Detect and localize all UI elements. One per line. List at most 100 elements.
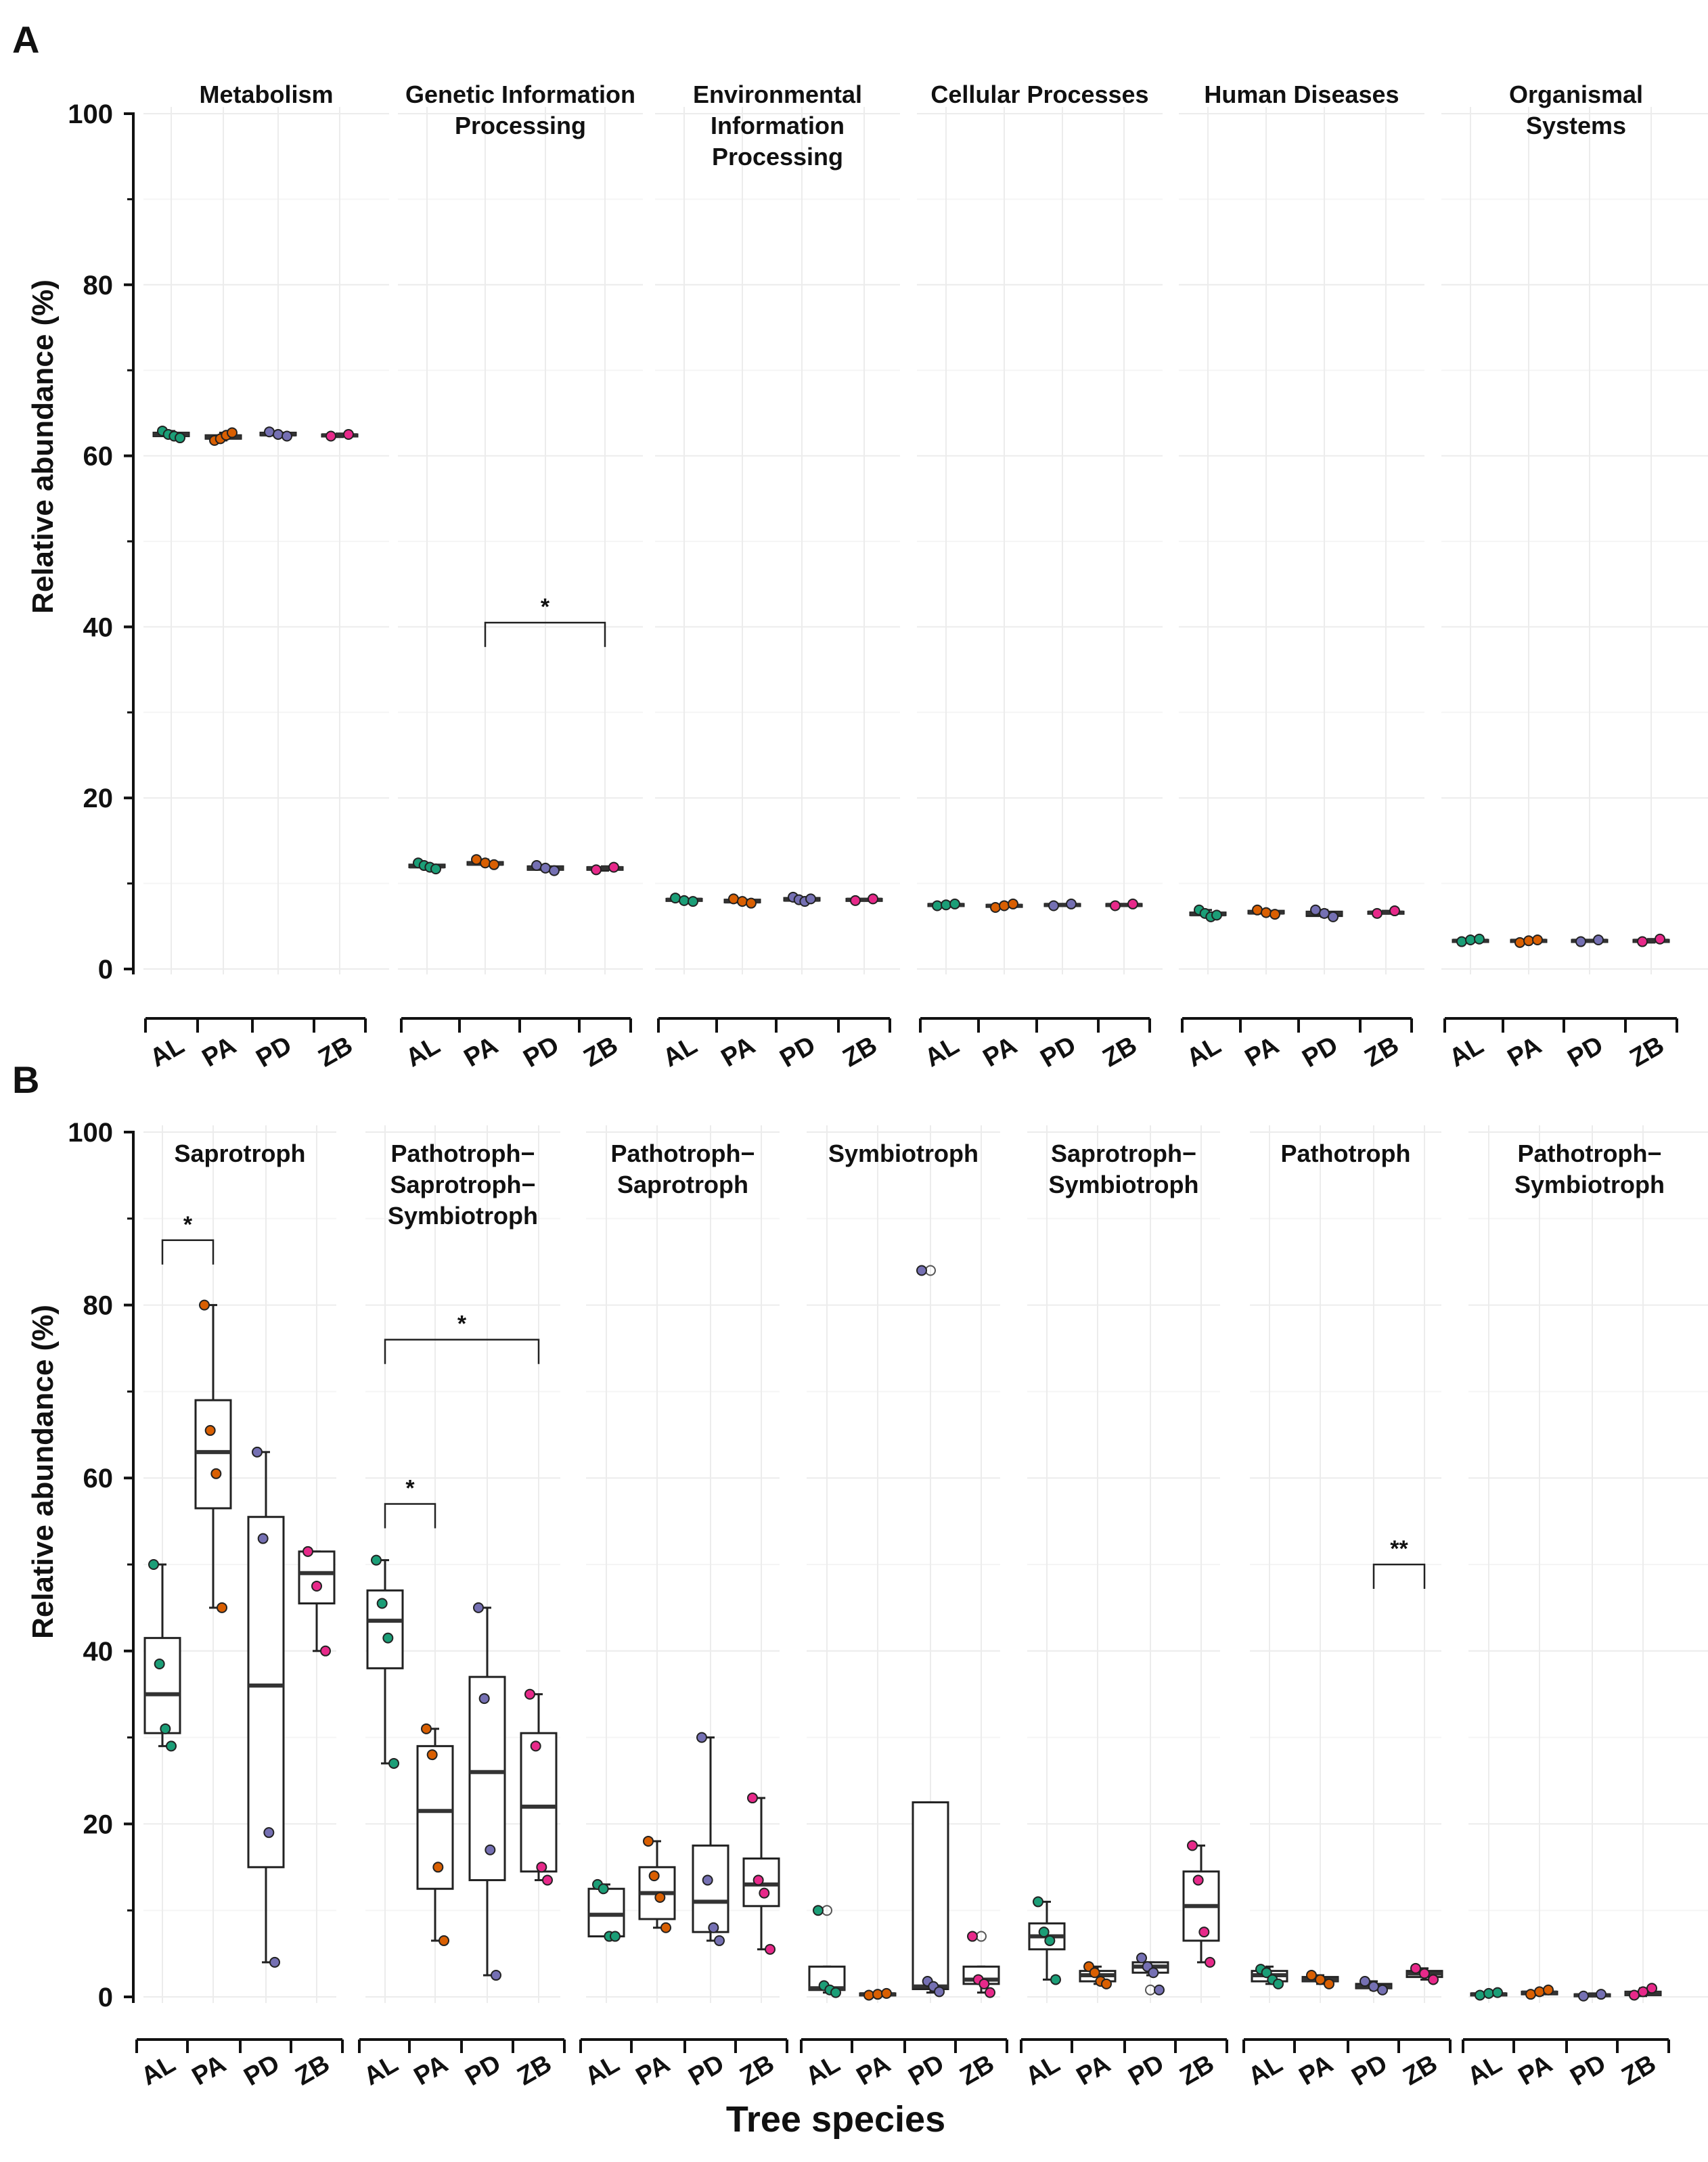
panel-letter-b: B [12,1058,39,1101]
data-point [648,1870,660,1882]
box-pa [1079,1961,1117,1989]
data-point [1328,911,1339,922]
panel-a-y-axis: 0 20 40 60 80 100 [68,99,135,985]
significance-bracket: * [384,1311,540,1364]
box-zb [742,1793,780,1955]
box-pd [1355,1975,1393,1996]
panel-a: A Relative abundance (%) 0 20 40 60 80 100 Met… [12,18,1708,1073]
data-point [1044,1935,1056,1946]
facet-title: Pathotroph [1281,1140,1411,1167]
data-point [478,1693,490,1705]
data-point [421,1723,432,1734]
box-zb [520,1688,558,1886]
data-point [1523,935,1534,947]
box-zb [1406,1962,1443,1985]
significance-line [484,621,606,648]
data-point [1428,1974,1439,1985]
data-point [210,1468,222,1479]
facet-title: Environmental [693,81,862,108]
significance-line [384,1503,436,1529]
data-point [388,1757,399,1769]
box-pa [1247,904,1285,920]
data-point [1456,936,1467,947]
data-point [485,1844,496,1855]
data-point [1187,1840,1198,1851]
facet-title: Human Diseases [1204,81,1399,108]
box-iqr [912,1801,949,1990]
data-point [916,1265,927,1276]
box-al [587,1878,625,1942]
panel-a-gridlines [143,107,1708,974]
box-iqr [587,1887,625,1938]
data-point [746,897,757,909]
data-point [371,1554,382,1566]
box-zb [1182,1840,1220,1968]
box-zb [1632,933,1670,947]
significance-line [1372,1563,1426,1589]
data-point [1033,1896,1043,1908]
facet-title: Saprotroph− [1051,1140,1196,1167]
significance-label: * [405,1476,415,1502]
y-tick-label: 60 [83,442,114,472]
data-point [273,429,284,440]
data-point [1198,1927,1210,1938]
y-tick-label: 100 [68,99,113,129]
y-tick-label: 80 [83,1291,114,1321]
significance-bracket: * [484,594,606,648]
data-point [227,427,238,438]
data-point [1136,1952,1147,1964]
data-point [1192,1874,1204,1886]
y-tick-label: 100 [68,1118,113,1148]
data-point [1578,1990,1589,2002]
significance-label: * [541,594,550,620]
data-point [979,1978,990,1989]
data-point [1483,1987,1494,1999]
data-point [1101,1978,1112,1989]
data-point [343,429,354,440]
facet-title: Saprotroph [175,1140,306,1167]
data-point [491,1970,501,1981]
y-tick-label: 80 [83,271,114,300]
box-zb [845,893,883,906]
box-pd [1305,904,1343,922]
data-point [1575,936,1586,947]
box-zb [1105,898,1143,911]
y-tick-label: 0 [98,1983,113,2012]
box-pd [247,1446,285,1968]
data-point [1261,907,1272,918]
data-point [175,432,185,444]
data-point [608,861,619,873]
box-zb [962,1931,1000,1998]
significance-line [384,1338,540,1364]
facet-title: Pathotroph− [1518,1140,1662,1167]
data-point [325,430,336,442]
box-iqr [298,1550,336,1605]
data-point [737,896,748,907]
facet-title: Pathotroph− [391,1140,535,1167]
facet-title: Processing [455,112,586,139]
facet-title: Pathotroph− [611,1140,755,1167]
data-point [714,1935,725,1946]
data-point [282,430,292,442]
significance-bracket: * [161,1212,215,1265]
box-pd [912,1265,949,1998]
data-point [302,1546,313,1557]
data-point [1089,1967,1100,1979]
data-point [382,1632,394,1644]
box-al [1452,933,1489,947]
data-point [489,859,499,870]
data-point [542,1874,553,1886]
data-point [311,1580,322,1592]
data-point [747,1793,758,1804]
facet-title: Symbiotroph [1049,1171,1199,1198]
box-zb [1367,905,1405,919]
data-point [480,857,491,869]
data-point [160,1723,171,1734]
significance-bracket: ** [1372,1536,1426,1589]
data-point [610,1931,621,1942]
data-point [1593,934,1604,946]
data-point [471,854,482,865]
data-point [1273,1978,1284,1989]
